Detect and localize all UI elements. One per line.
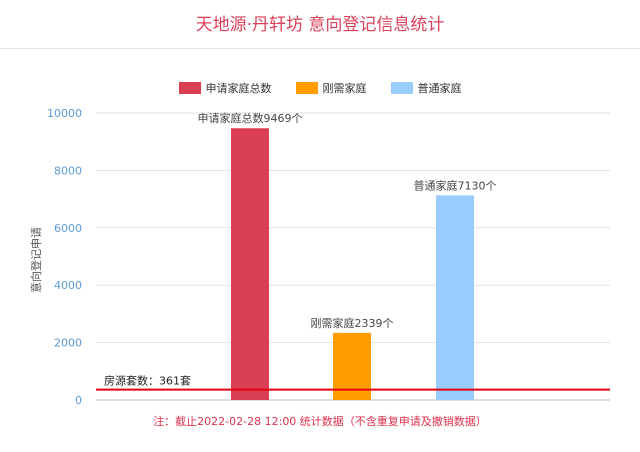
legend: 申请家庭总数 刚需家庭 普通家庭 <box>0 80 640 96</box>
legend-label-total: 申请家庭总数 <box>205 82 272 95</box>
y-tick-label: 10000 <box>47 107 82 120</box>
title-divider <box>0 48 640 49</box>
y-tick-label: 0 <box>75 394 82 407</box>
bar-data-label: 刚需家庭2339个 <box>311 316 394 330</box>
bar-data-label: 申请家庭总数9469个 <box>198 111 303 125</box>
legend-item-normal[interactable]: 普通家庭 <box>390 80 462 96</box>
legend-item-total[interactable]: 申请家庭总数 <box>178 80 272 96</box>
chart-title: 天地源·丹轩坊 意向登记信息统计 <box>195 15 445 35</box>
y-tick-label: 8000 <box>54 164 82 177</box>
legend-swatch-rigid <box>295 82 318 94</box>
y-tick-label: 2000 <box>54 337 82 350</box>
legend-swatch-normal <box>390 82 413 94</box>
bar[interactable] <box>436 195 474 400</box>
bar[interactable] <box>231 128 269 401</box>
y-tick-label: 6000 <box>54 222 82 235</box>
legend-label-normal: 普通家庭 <box>417 82 462 95</box>
y-tick-label: 4000 <box>54 279 82 292</box>
footnote: 注：截止2022-02-28 12:00 统计数据（不含重复申请及撤销数据） <box>153 415 487 428</box>
legend-item-rigid[interactable]: 刚需家庭 <box>295 80 367 96</box>
reference-line-label: 房源套数：361套 <box>104 374 191 388</box>
legend-swatch-total <box>178 82 201 94</box>
legend-label-rigid: 刚需家庭 <box>322 82 367 95</box>
bar-data-label: 普通家庭7130个 <box>414 178 497 192</box>
